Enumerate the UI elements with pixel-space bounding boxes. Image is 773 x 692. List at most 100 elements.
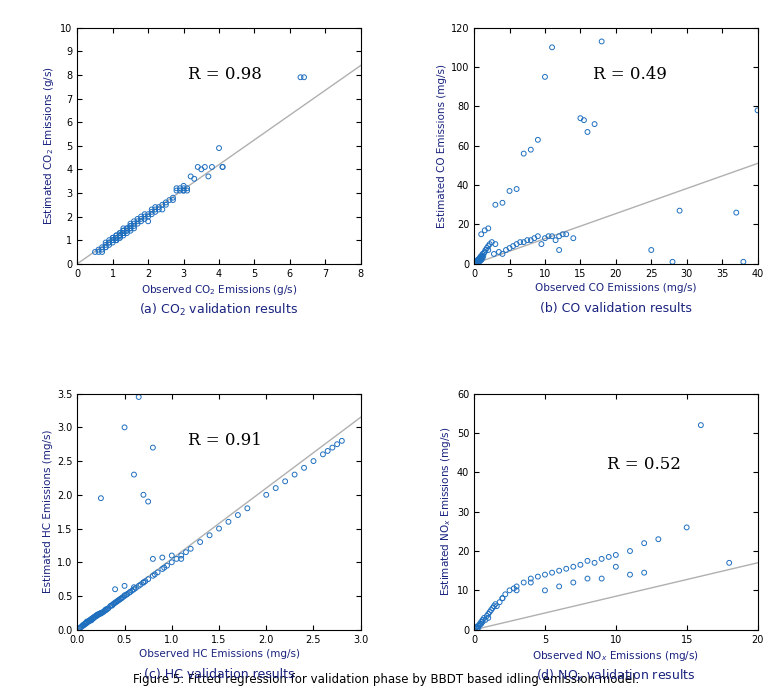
Point [139,576,152,587]
Point [111,596,123,607]
Point [100,239,112,251]
Point [535,239,547,250]
Text: (b) CO validation results: (b) CO validation results [540,302,692,315]
Point [472,254,485,265]
Point [553,581,565,592]
Point [475,229,488,240]
Point [73,623,85,634]
Point [478,248,490,259]
Point [92,609,104,620]
Point [117,230,130,241]
Point [510,183,523,194]
Point [178,183,190,194]
Point [117,592,129,603]
Point [156,563,169,574]
Point [74,622,87,633]
Point [528,233,540,244]
Point [108,598,121,609]
Point [508,583,520,594]
Point [560,563,573,574]
Point [97,607,109,618]
Point [96,246,108,257]
Point [149,201,162,212]
Point [216,161,229,172]
Point [471,623,483,634]
Point [161,560,173,571]
Point [124,223,137,234]
Point [624,545,636,556]
Point [83,615,95,626]
Point [103,237,115,248]
Point [673,205,686,216]
Point [100,604,113,615]
Point [80,617,93,628]
Point [553,565,565,576]
Point [560,229,573,240]
Point [114,230,126,241]
Point [482,223,495,234]
Point [118,590,131,601]
Point [89,611,101,622]
Point [135,213,148,224]
Point [95,608,107,619]
Point [680,522,693,533]
Point [147,570,159,581]
Point [149,204,162,215]
Point [128,216,140,227]
Point [85,613,97,624]
Point [751,104,764,116]
Point [488,248,500,260]
Point [581,573,594,584]
Point [128,582,140,593]
Point [203,171,215,182]
Point [518,237,530,248]
Point [588,118,601,129]
Point [135,216,148,227]
Point [110,597,122,608]
Point [510,239,523,250]
Point [124,221,137,232]
Text: (a) CO$_2$ validation results: (a) CO$_2$ validation results [139,302,298,318]
Point [298,72,310,83]
Point [142,209,155,220]
Point [472,620,485,631]
Point [94,608,106,619]
Point [123,587,135,598]
Y-axis label: Estimated NO$_x$ Emissions (mg/s): Estimated NO$_x$ Emissions (mg/s) [439,427,453,597]
Point [298,462,310,473]
Point [470,257,482,268]
Point [532,134,544,145]
Point [75,621,87,632]
Point [100,604,112,615]
Point [295,72,307,83]
Point [567,233,580,244]
Point [114,230,126,241]
Point [85,614,97,626]
Point [167,194,179,206]
Point [574,559,587,570]
Point [131,216,144,227]
Point [165,557,178,568]
Point [92,610,104,621]
Point [152,567,164,578]
Point [473,253,485,264]
Point [114,230,126,241]
Point [83,614,96,626]
Point [152,201,165,212]
Point [553,244,565,255]
Point [489,599,502,610]
Point [77,620,89,631]
Point [652,534,665,545]
Point [525,577,537,588]
Point [543,230,555,242]
Point [588,557,601,568]
Point [188,173,200,184]
Point [472,255,485,266]
Point [107,237,119,248]
Point [103,237,115,248]
Point [525,235,537,246]
Point [539,71,551,82]
X-axis label: Observed CO Emissions (mg/s): Observed CO Emissions (mg/s) [535,283,696,293]
X-axis label: Observed NO$_x$ Emissions (mg/s): Observed NO$_x$ Emissions (mg/s) [533,648,700,663]
Point [475,251,488,262]
